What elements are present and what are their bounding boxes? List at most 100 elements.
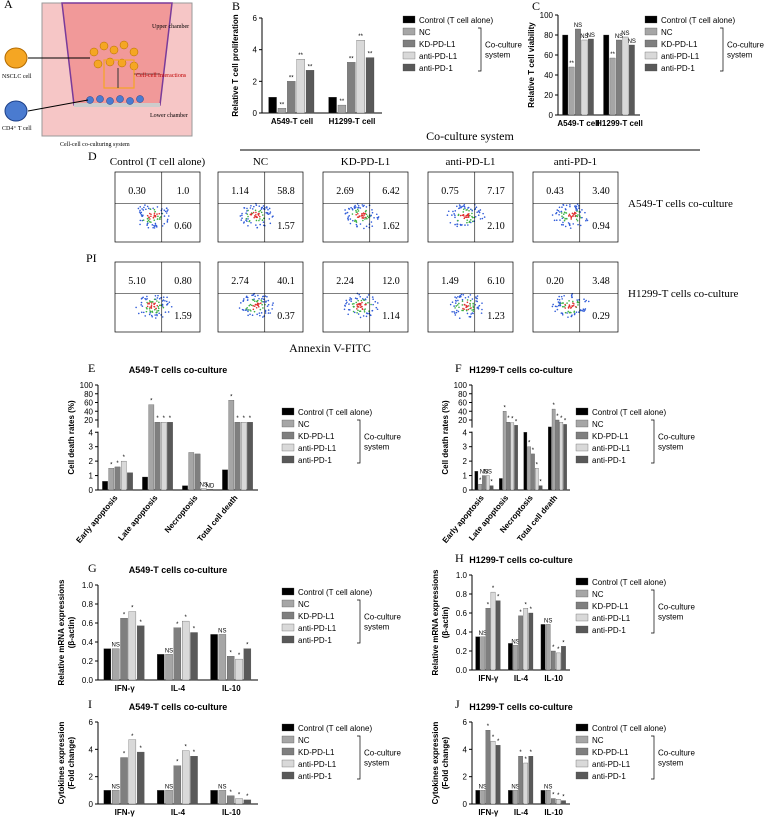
cell-dot bbox=[247, 309, 250, 311]
y-tick-label: 80 bbox=[544, 31, 553, 40]
cell-dot bbox=[472, 312, 474, 315]
quadrant-value: 0.30 bbox=[128, 186, 146, 197]
cell-dot bbox=[348, 208, 351, 210]
legend-label: NC bbox=[661, 28, 673, 37]
bar bbox=[243, 799, 252, 805]
significance: * bbox=[562, 795, 565, 801]
cell-dot bbox=[454, 216, 456, 219]
cell-dot bbox=[167, 209, 169, 211]
cell-dot bbox=[348, 299, 351, 301]
bar bbox=[563, 424, 567, 491]
cell-dot bbox=[150, 215, 152, 218]
cell-dot bbox=[156, 206, 159, 208]
cell-dot bbox=[466, 299, 469, 301]
bar bbox=[228, 400, 235, 491]
bar bbox=[489, 485, 494, 491]
cell-dot bbox=[247, 224, 249, 227]
cell-dot bbox=[262, 316, 264, 318]
cell-dot bbox=[586, 219, 589, 222]
cell-dot bbox=[354, 219, 357, 221]
cell-dot bbox=[146, 295, 148, 298]
y-axis-label: Cell death rates (%) bbox=[67, 400, 76, 475]
legend-label: NC bbox=[298, 600, 310, 609]
cell-dot bbox=[583, 298, 585, 301]
cell-dot bbox=[142, 311, 145, 314]
cell-dot bbox=[241, 212, 243, 215]
y-tick-label: 0.0 bbox=[456, 666, 468, 675]
cell-dot bbox=[464, 207, 466, 209]
cell-dot bbox=[164, 210, 167, 213]
cell-dot bbox=[463, 308, 466, 310]
cell-dot bbox=[376, 308, 379, 311]
cell-dot bbox=[361, 308, 364, 310]
significance: * bbox=[503, 405, 506, 411]
cell-dot bbox=[449, 221, 452, 224]
cell-dot bbox=[262, 307, 264, 309]
significance: * bbox=[123, 612, 126, 618]
cell-dot bbox=[148, 307, 151, 310]
cell-dot bbox=[149, 208, 152, 210]
y-tick-label: 0 bbox=[463, 486, 468, 495]
cell-dot bbox=[161, 305, 164, 307]
cell-dot bbox=[462, 294, 465, 296]
cell-dot bbox=[149, 218, 151, 220]
cell-dot bbox=[366, 218, 368, 220]
cell-dot bbox=[357, 210, 360, 212]
cell-dot bbox=[151, 315, 154, 318]
cell-dot bbox=[573, 311, 576, 313]
cell-dot bbox=[458, 306, 460, 309]
cell-dot bbox=[552, 303, 554, 306]
cell-dot bbox=[554, 310, 556, 313]
quadrant-value: 0.43 bbox=[546, 186, 564, 197]
cell-dot bbox=[148, 313, 151, 316]
bar bbox=[136, 625, 145, 681]
cell-dot bbox=[454, 223, 456, 226]
cell-dot bbox=[361, 298, 364, 300]
bar bbox=[112, 648, 120, 681]
cell-dot bbox=[240, 219, 243, 221]
cell-dot bbox=[562, 221, 564, 224]
significance: * bbox=[176, 622, 179, 628]
cell-dot bbox=[474, 215, 477, 218]
legend-bracket bbox=[651, 589, 655, 634]
y-tick-label: 0 bbox=[253, 109, 258, 118]
legend-swatch bbox=[644, 63, 658, 72]
cell-dot bbox=[371, 209, 373, 211]
legend-swatch bbox=[281, 431, 295, 440]
cell-dot bbox=[364, 212, 366, 215]
significance: NS bbox=[628, 39, 636, 45]
cell-dot bbox=[153, 219, 156, 222]
cell-dot bbox=[587, 300, 590, 303]
cell-dot bbox=[356, 225, 358, 227]
cell-dot bbox=[144, 204, 146, 206]
legend-note: Co-culture bbox=[364, 749, 401, 758]
flow-x-label: Annexin V-FITC bbox=[289, 341, 371, 355]
legend-swatch bbox=[402, 39, 416, 48]
bar bbox=[154, 422, 161, 491]
cell-dot bbox=[454, 214, 456, 217]
y-tick-label: 60 bbox=[458, 399, 467, 408]
cell-dot bbox=[267, 309, 270, 311]
cell-dot bbox=[161, 225, 164, 227]
cell-dot bbox=[250, 204, 252, 207]
significance: * bbox=[123, 455, 126, 461]
cell-dot bbox=[347, 216, 349, 218]
cell-dot bbox=[166, 221, 169, 223]
bar bbox=[268, 97, 277, 114]
cell-dot bbox=[251, 208, 254, 210]
cell-dot bbox=[376, 302, 379, 304]
cell-dot bbox=[262, 221, 265, 223]
cell-dot bbox=[581, 216, 583, 219]
quadrant-value: 0.20 bbox=[546, 276, 564, 287]
cell-dot bbox=[567, 310, 570, 313]
cell-dot bbox=[258, 312, 261, 314]
legend-note: system bbox=[364, 443, 390, 452]
cell-dot bbox=[146, 220, 149, 223]
cell-dot bbox=[155, 311, 158, 314]
cell-dot bbox=[580, 216, 582, 219]
significance: NS bbox=[200, 483, 208, 489]
legend-swatch bbox=[575, 407, 589, 416]
cell-dot bbox=[158, 304, 161, 307]
legend-note: system bbox=[658, 443, 684, 452]
x-tick-label: Early apoptosis bbox=[74, 493, 120, 545]
